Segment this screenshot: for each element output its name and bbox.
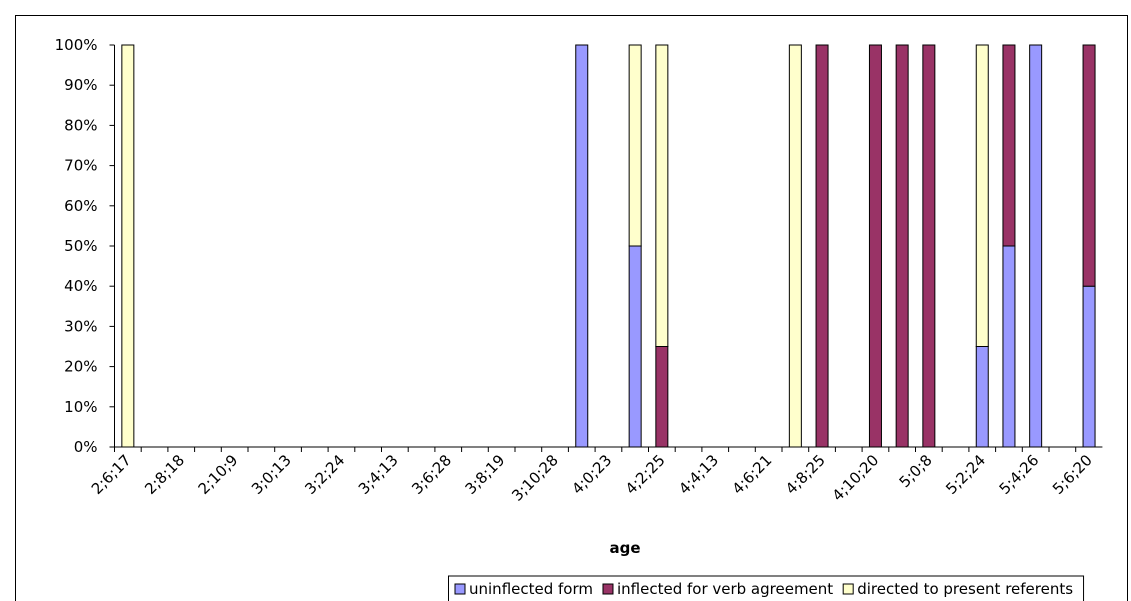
y-tick-label: 70%: [64, 157, 97, 175]
bar-segment: [1082, 44, 1096, 287]
bar-segment: [121, 44, 135, 448]
x-axis-title: age: [609, 539, 640, 557]
bar-segment: [975, 346, 989, 448]
bar-segment: [655, 44, 669, 347]
bar-segment: [922, 44, 936, 448]
y-tick-label: 20%: [64, 358, 97, 376]
bar-segment: [655, 346, 669, 448]
y-tick-label: 90%: [64, 76, 97, 94]
y-tick-label: 60%: [64, 197, 97, 215]
y-tick-label: 10%: [64, 398, 97, 416]
y-tick-label: 100%: [55, 36, 98, 54]
bar-segment: [1029, 44, 1043, 448]
bar-segment: [788, 44, 802, 448]
legend-label: uninflected form: [469, 580, 593, 598]
bar-segment: [1002, 245, 1016, 448]
legend-swatch: [842, 583, 854, 595]
y-tick-label: 50%: [64, 237, 97, 255]
y-tick-label: 0%: [74, 438, 98, 456]
bar-segment: [1002, 44, 1016, 247]
bar-segment: [895, 44, 909, 448]
legend: uninflected form inflected for verb agree…: [448, 575, 1085, 601]
legend-swatch: [454, 583, 466, 595]
y-tick-label: 80%: [64, 116, 97, 134]
legend-swatch: [602, 583, 614, 595]
bar-segment: [628, 245, 642, 448]
bar-segment: [575, 44, 589, 448]
y-tick-label: 40%: [64, 277, 97, 295]
y-tick-label: 30%: [64, 317, 97, 335]
bar-segment: [1082, 285, 1096, 448]
bar-segment: [975, 44, 989, 347]
legend-label: directed to present referents: [857, 580, 1073, 598]
plot-area: [114, 45, 1103, 447]
bar-segment: [868, 44, 882, 448]
bar-segment: [628, 44, 642, 247]
legend-box: [448, 575, 1085, 601]
bar-segment: [815, 44, 829, 448]
legend-label: inflected for verb agreement: [617, 580, 833, 598]
